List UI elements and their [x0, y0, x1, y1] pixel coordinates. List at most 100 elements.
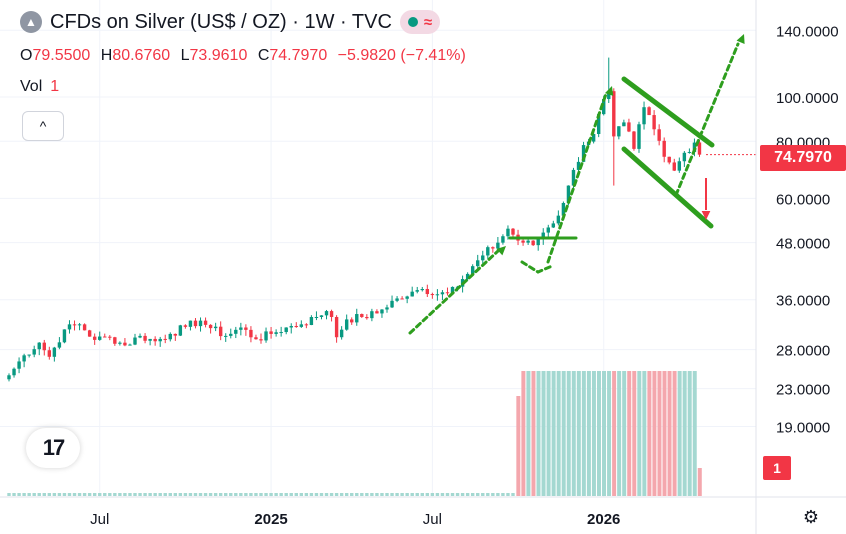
volume-bar [304, 493, 309, 496]
volume-bar [309, 493, 314, 496]
candle-body [42, 342, 46, 351]
candle-body [314, 316, 319, 318]
volume-bar [596, 371, 601, 496]
candle-body [481, 255, 485, 261]
candle-body [637, 124, 641, 149]
volume-bar [188, 493, 193, 496]
volume-bar [435, 493, 440, 496]
candle-body [269, 331, 273, 334]
candle-body [67, 324, 72, 330]
volume-bar [264, 493, 268, 496]
candle-body [254, 337, 258, 340]
candle-body [123, 342, 127, 346]
candle-body [47, 350, 52, 357]
candle-body [239, 327, 243, 330]
volume-bar [123, 493, 127, 496]
candle-body [203, 320, 208, 325]
trend-arrow-head [496, 246, 506, 256]
candle-body [400, 298, 404, 300]
candle-body [607, 91, 611, 100]
price-tick-label: 48.0000 [776, 236, 830, 253]
candle-body [672, 162, 676, 171]
flag-bottom-line [520, 260, 554, 274]
volume-bar [224, 493, 228, 496]
candle-body [82, 324, 87, 331]
candle-body [652, 115, 656, 130]
volume-bar [566, 371, 571, 496]
volume-bar [662, 371, 667, 496]
volume-bar [213, 493, 218, 496]
candle-body [264, 331, 268, 341]
chevron-up-icon: ^ [39, 118, 47, 134]
volume-bar [138, 493, 142, 496]
volume-bar [344, 493, 349, 496]
volume-bar [234, 493, 238, 496]
candle-body [229, 333, 233, 336]
price-tick-label: 23.0000 [776, 382, 830, 399]
volume-bar [440, 493, 445, 496]
volume-bar [98, 493, 102, 496]
candle-body [617, 126, 621, 137]
volume-bar [294, 493, 298, 496]
time-tick-label: Jul [423, 511, 442, 528]
volume-bar [339, 493, 344, 496]
volume-bar [556, 371, 561, 496]
candle-body [319, 315, 324, 317]
volume-bar [460, 493, 465, 496]
logo-text: 17 [42, 435, 66, 460]
volume-bar [385, 493, 389, 496]
volume-bar [521, 371, 526, 496]
trend-arrow-line [408, 249, 500, 335]
candle-body [365, 316, 369, 319]
candle-body [32, 349, 36, 355]
volume-bar [319, 493, 324, 496]
silver-symbol-icon[interactable]: ▲ [20, 11, 42, 33]
candle-body [17, 361, 21, 369]
candle-body [420, 289, 424, 291]
candle-body [596, 114, 601, 135]
volume-bar [425, 493, 430, 496]
volume-bar [697, 468, 702, 496]
volume-value: 1 [50, 78, 60, 95]
volume-bar [103, 493, 107, 496]
volume-bar [269, 493, 273, 496]
price-tick-label: 100.0000 [776, 90, 839, 107]
candle-body [98, 336, 102, 340]
volume-bar [153, 493, 157, 496]
volume-label: Vol [20, 78, 43, 95]
candle-body [234, 329, 238, 334]
volume-bar [536, 371, 541, 496]
candle-body [541, 232, 545, 240]
channel-top-line [621, 76, 715, 148]
volume-bar [163, 493, 167, 496]
candle-body [556, 215, 561, 224]
candle-body [667, 156, 671, 163]
candle-body [57, 342, 62, 348]
candle-body [118, 342, 122, 344]
volume-bar [642, 371, 647, 496]
candle-body [173, 333, 178, 336]
candle-body [168, 333, 172, 340]
volume-bar [486, 493, 490, 496]
symbol-title[interactable]: CFDs on Silver (US$ / OZ) · 1W · TVC [50, 10, 392, 33]
candle-body [344, 319, 349, 330]
candle-body [697, 142, 702, 155]
collapse-legend-button[interactable]: ^ [22, 111, 64, 141]
candle-body [304, 324, 309, 326]
volume-bar [314, 493, 319, 496]
tradingview-logo-icon[interactable]: 17 [26, 428, 80, 468]
settings-gear-icon[interactable]: ⚙ [802, 506, 820, 527]
candle-body [612, 91, 616, 137]
candle-body [627, 122, 631, 132]
candle-body [405, 296, 409, 299]
candle-body [551, 223, 556, 228]
market-status-badge[interactable]: ≈ [399, 10, 441, 34]
volume-bar [113, 493, 117, 496]
price-tick-label: 19.0000 [776, 420, 830, 437]
volume-bar [108, 493, 112, 496]
price-tick-label: 60.0000 [776, 191, 830, 208]
market-open-dot-icon [407, 17, 418, 27]
volume-bar [133, 493, 137, 496]
candle-body [355, 314, 359, 323]
